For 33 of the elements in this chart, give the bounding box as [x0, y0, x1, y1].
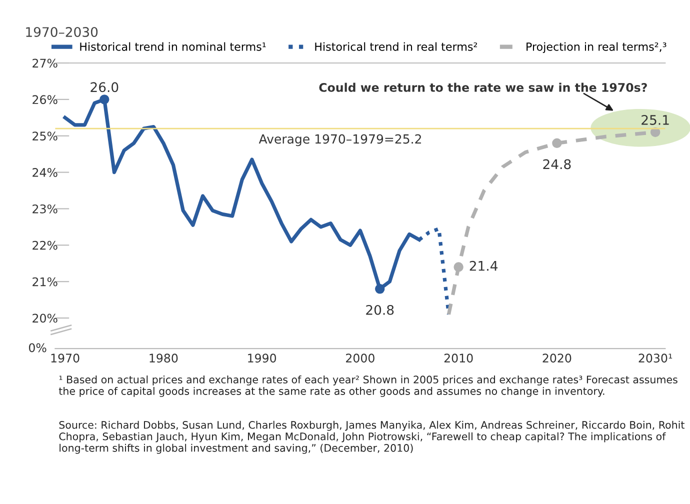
point	[100, 94, 110, 104]
chart-title: 1970–2030	[26, 27, 98, 38]
x-tick-label: 2010	[444, 354, 473, 363]
point	[552, 138, 562, 148]
data-label: 20.8	[366, 304, 394, 315]
x-tick-label: 1980	[150, 354, 178, 363]
data-label: 25.1	[642, 114, 669, 125]
text: ¹ Based on actual prices and exchange rates of each year² Shown in 2005 prices and exchange rates³ Forecast assumes the price of capital goods increases at the same rate as other goods and assumes no change in inventory.	[58, 375, 678, 397]
y-tick-label: 27%	[32, 58, 58, 68]
source-note: Source: Richard Dobbs, Susan Lund, Charles Roxburgh, James Manyika, Alex Kim, Andreas Schreiner, Riccardo Boin, Rohit Chopra, Sebastian Jauch, Hyun Kim, Megan McDonald, John Piotrowski, “Farewell to cheap capital? The implications of long-term shifts in global investment and saving,” (December, 2010)	[59, 420, 684, 454]
ref-line-label: Average 1970–1979=25.2	[258, 134, 421, 146]
annotation: Could we return to the rate we saw in the 1970s?	[319, 82, 647, 92]
text: 0%	[28, 343, 46, 352]
y-tick-label: 21%	[32, 277, 58, 286]
x-tick-label: 1970	[51, 354, 80, 363]
point	[454, 262, 464, 272]
x-tick-label: 2030¹	[638, 354, 672, 363]
x-tick-label: 2000	[346, 354, 374, 363]
y-tick-label: 23%	[32, 204, 58, 214]
legend-label: Historical trend in real terms²	[315, 42, 478, 51]
x-tick-label: 1990	[248, 354, 276, 363]
y-tick-label: 20%	[32, 314, 58, 323]
y-tick-label: 24%	[32, 168, 58, 177]
x-tick-label: 2020	[542, 354, 572, 363]
point	[374, 284, 385, 294]
data-label: 21.4	[470, 260, 498, 271]
y-tick-label: 25%	[32, 132, 58, 141]
data-label: 24.8	[543, 159, 571, 170]
legend-label: Historical trend in nominal terms¹	[80, 42, 266, 51]
legend-label: Projection in real terms²,³	[526, 42, 666, 53]
y-tick-label: 22%	[32, 240, 58, 250]
data-label: 26.0	[90, 82, 118, 92]
y-tick-label: 26%	[32, 95, 58, 104]
